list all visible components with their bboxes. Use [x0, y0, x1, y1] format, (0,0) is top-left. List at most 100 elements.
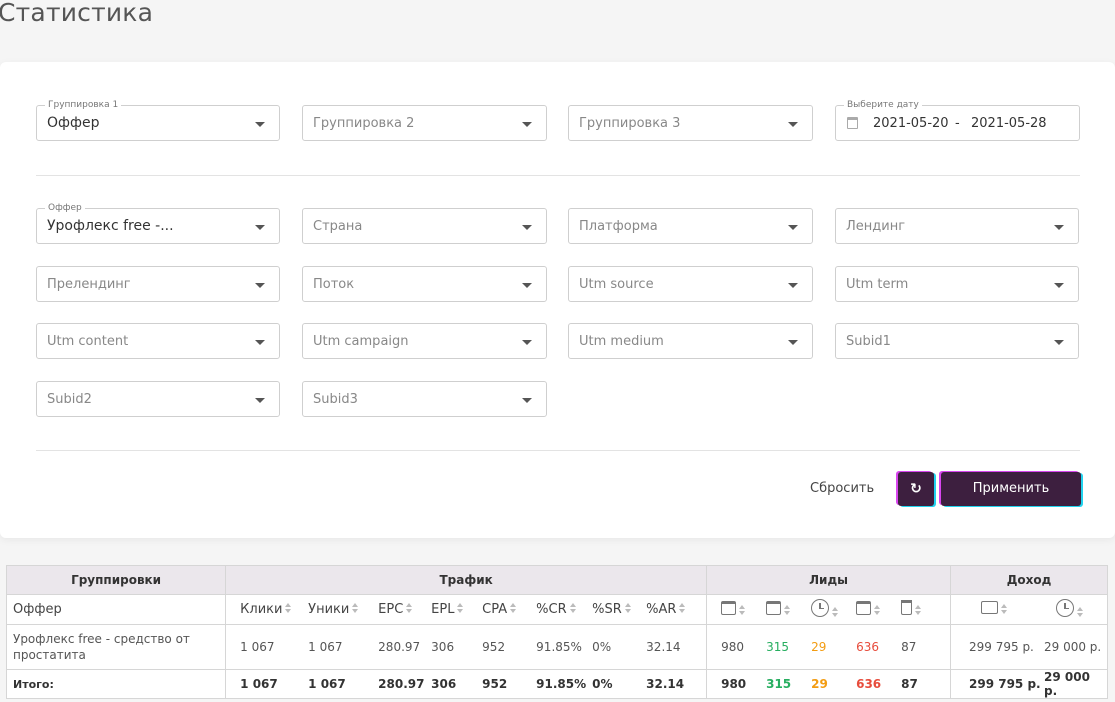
date-to[interactable]: 2021-05-28 [971, 116, 1047, 131]
row-income: 299 795 р. 29 000 р. [950, 624, 1108, 670]
col-epl[interactable]: EPL [431, 602, 482, 617]
refresh-button[interactable]: ↻ [898, 472, 934, 506]
col-epc[interactable]: EPC [378, 602, 431, 617]
col-offer[interactable]: Оффер [5, 594, 227, 625]
platform-placeholder: Платформа [579, 219, 658, 234]
utm-term-select[interactable]: Utm term [835, 266, 1079, 302]
calendar-check-icon [766, 600, 782, 615]
col-income-hold[interactable] [1056, 598, 1101, 621]
prelanding-select[interactable]: Прелендинг [36, 266, 280, 302]
chevron-down-icon [255, 122, 265, 127]
row-offer: Урофлекс free - средство от простатита [5, 624, 227, 670]
col-leads-trash[interactable] [901, 600, 936, 619]
col-uniques[interactable]: Уники [308, 602, 378, 617]
landing-select[interactable]: Лендинг [835, 208, 1079, 244]
clock-icon [1056, 598, 1074, 617]
subid3-select[interactable]: Subid3 [302, 381, 547, 417]
date-from[interactable]: 2021-05-20 [873, 116, 949, 131]
clock-icon [811, 598, 830, 617]
statistics-table: Группировки Трафик Лиды Доход Оффер Клик… [5, 565, 1108, 699]
reset-link[interactable]: Сбросить [810, 481, 875, 496]
utm-medium-placeholder: Utm medium [579, 334, 664, 349]
sort-icon [784, 604, 791, 615]
apply-button[interactable]: Применить [941, 472, 1081, 506]
col-cr[interactable]: %CR [536, 602, 592, 617]
sort-icon [510, 603, 517, 613]
divider [36, 175, 1080, 176]
sort-icon [406, 603, 413, 613]
chevron-down-icon [1054, 225, 1064, 230]
col-ar[interactable]: %AR [646, 602, 696, 617]
row-traffic: 1 067 1 067 280.97 306 952 91.85% 0% 32.… [225, 624, 708, 670]
offer-value: Урофлекс free -... [47, 218, 174, 234]
chevron-down-icon [1054, 283, 1064, 288]
subid2-select[interactable]: Subid2 [36, 381, 280, 417]
page-title: Статистика [0, 0, 154, 27]
grouping-2-select[interactable]: Группировка 2 [302, 105, 547, 141]
landing-placeholder: Лендинг [846, 219, 906, 234]
chevron-down-icon [788, 225, 798, 230]
sort-icon [874, 604, 881, 615]
total-income: 299 795 р. 29 000 р. [950, 669, 1108, 699]
offer-select[interactable]: Оффер Урофлекс free -... [36, 202, 280, 244]
total-label: Итого: [5, 669, 227, 699]
stream-placeholder: Поток [313, 277, 355, 292]
sort-icon [352, 603, 359, 613]
utm-source-select[interactable]: Utm source [568, 266, 813, 302]
grouping-1-select[interactable]: Группировка 1 Оффер [36, 99, 280, 141]
utm-term-placeholder: Utm term [846, 277, 909, 292]
col-leads-hold[interactable] [811, 598, 856, 621]
col-clicks[interactable]: Клики [240, 602, 308, 617]
utm-campaign-select[interactable]: Utm campaign [302, 323, 547, 359]
grouping-1-legend: Группировка 1 [45, 99, 122, 111]
col-leads-rejected[interactable] [856, 600, 901, 619]
chevron-down-icon [522, 225, 532, 230]
group-traffic: Трафик [225, 565, 708, 595]
row-leads: 980 315 29 636 87 [706, 624, 951, 670]
sort-icon [569, 603, 576, 613]
chevron-down-icon [255, 225, 265, 230]
platform-select[interactable]: Платформа [568, 208, 813, 244]
chevron-down-icon [788, 340, 798, 345]
sort-icon [285, 603, 292, 613]
stream-select[interactable]: Поток [302, 266, 547, 302]
table-column-header: Оффер Клики Уники EPC EPL CPA %CR %SR %A… [5, 594, 1108, 625]
col-leads-approved[interactable] [766, 600, 811, 619]
col-income-confirmed[interactable] [981, 601, 1056, 618]
sort-icon [1077, 606, 1083, 617]
grouping-3-placeholder: Группировка 3 [579, 116, 681, 131]
chevron-down-icon [255, 398, 265, 403]
total-leads: 980 315 29 636 87 [706, 669, 951, 699]
col-cpa[interactable]: CPA [482, 602, 536, 617]
col-sr[interactable]: %SR [592, 602, 646, 617]
chevron-down-icon [1054, 340, 1064, 345]
grouping-3-select[interactable]: Группировка 3 [568, 105, 813, 141]
utm-medium-select[interactable]: Utm medium [568, 323, 813, 359]
subid1-placeholder: Subid1 [846, 334, 891, 349]
calendar-plus-icon [721, 600, 737, 615]
calendar-icon [847, 117, 858, 129]
utm-content-select[interactable]: Utm content [36, 323, 280, 359]
country-placeholder: Страна [313, 219, 363, 234]
col-leads-new[interactable] [721, 600, 766, 619]
table-total-row: Итого: 1 067 1 067 280.97 306 952 91.85%… [5, 669, 1108, 699]
income-columns [950, 594, 1108, 625]
leads-columns [706, 594, 951, 625]
divider [36, 450, 1080, 451]
subid3-placeholder: Subid3 [313, 392, 358, 407]
country-select[interactable]: Страна [302, 208, 547, 244]
date-range-picker[interactable]: Выберите дату 2021-05-20 - 2021-05-28 [835, 99, 1080, 141]
prelanding-placeholder: Прелендинг [47, 277, 131, 292]
filter-card: Группировка 1 Оффер Группировка 2 Группи… [0, 62, 1115, 538]
calendar-cross-icon [856, 600, 872, 615]
chevron-down-icon [255, 340, 265, 345]
date-legend: Выберите дату [844, 99, 922, 111]
total-traffic: 1 067 1 067 280.97 306 952 91.85% 0% 32.… [225, 669, 708, 699]
offer-legend: Оффер [45, 202, 85, 214]
chevron-down-icon [255, 283, 265, 288]
chevron-down-icon [788, 283, 798, 288]
subid1-select[interactable]: Subid1 [835, 323, 1079, 359]
sort-icon [739, 604, 746, 615]
group-grouping: Группировки [5, 565, 227, 595]
sort-icon [915, 605, 922, 615]
